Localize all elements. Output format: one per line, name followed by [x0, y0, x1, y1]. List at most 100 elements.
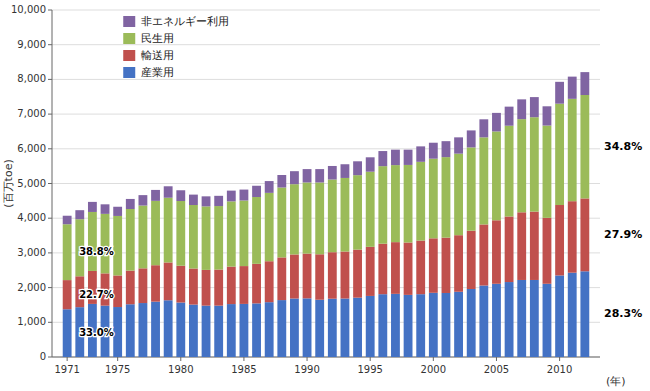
grid-line	[52, 10, 600, 11]
bar-segment	[429, 238, 438, 292]
bar-segment	[113, 275, 122, 307]
bar-segment	[328, 180, 337, 253]
bar-segment	[442, 238, 451, 293]
bar-segment	[265, 181, 274, 193]
legend-swatch	[123, 16, 135, 27]
bar-segment	[252, 186, 261, 197]
bar-segment	[492, 220, 501, 284]
bar-segment	[580, 271, 589, 357]
bar-segment	[580, 72, 589, 95]
bar-segment	[240, 190, 249, 201]
bar-segment	[290, 171, 299, 184]
legend-label: 産業用	[141, 66, 174, 79]
bar-segment	[530, 97, 539, 117]
bar-segment	[467, 289, 476, 357]
x-tick	[243, 357, 244, 361]
y-tick	[48, 44, 52, 45]
bar-segment	[391, 150, 400, 165]
bar-segment	[189, 269, 198, 305]
y-tick-label: 7,000	[17, 108, 46, 119]
bar-segment	[517, 99, 526, 119]
bars	[63, 72, 590, 357]
bar-segment	[164, 300, 173, 357]
bar-segment	[492, 131, 501, 220]
y-tick-label: 3,000	[17, 247, 46, 258]
bar-segment	[353, 250, 362, 298]
bar-segment	[138, 268, 147, 303]
annotation: 34.8%	[604, 140, 642, 153]
bar-segment	[341, 299, 350, 357]
bar-segment	[378, 244, 387, 294]
bar-segment	[505, 282, 514, 357]
bar-segment	[151, 265, 160, 301]
bar-segment	[404, 165, 413, 243]
bar-segment	[315, 300, 324, 357]
bar-segment	[341, 178, 350, 252]
bar-segment	[429, 143, 438, 159]
bar-segment	[492, 284, 501, 357]
bar-segment	[416, 146, 425, 161]
bar-segment	[290, 254, 299, 298]
grid-line	[52, 44, 600, 45]
y-tick-label: 2,000	[17, 282, 46, 293]
bar-segment	[467, 231, 476, 289]
bar-segment	[189, 205, 198, 269]
bar-segment	[252, 264, 261, 304]
y-tick-label: 10,000	[11, 4, 46, 15]
bar-segment	[378, 166, 387, 244]
x-tick	[180, 357, 181, 361]
bar-segment	[404, 150, 413, 165]
legend-swatch	[123, 67, 135, 78]
bar-segment	[442, 293, 451, 357]
bar-segment	[568, 99, 577, 201]
bar-segment	[479, 224, 488, 285]
y-tick-label: 5,000	[17, 178, 46, 189]
bar-segment	[126, 209, 135, 271]
bar-segment	[366, 296, 375, 357]
bar-segment	[366, 247, 375, 296]
bar-segment	[442, 157, 451, 238]
bar-segment	[202, 206, 211, 270]
x-tick	[67, 357, 68, 361]
bar-segment	[189, 305, 198, 357]
annotation: 38.8%	[79, 246, 114, 257]
axes: 01,0002,0003,0004,0005,0006,0007,0008,00…	[11, 4, 600, 375]
bar-segment	[404, 242, 413, 294]
x-tick	[496, 357, 497, 361]
bar-segment	[505, 126, 514, 217]
bar-segment	[479, 137, 488, 224]
bar-segment	[517, 280, 526, 357]
bar-segment	[353, 161, 362, 175]
x-tick	[307, 357, 308, 361]
bar-segment	[126, 199, 135, 209]
y-tick	[48, 252, 52, 253]
x-tick	[370, 357, 371, 361]
bar-segment	[138, 303, 147, 357]
bar-segment	[151, 201, 160, 265]
bar-segment	[303, 298, 312, 357]
bar-segment	[151, 190, 160, 201]
bar-segment	[277, 257, 286, 300]
bar-segment	[555, 275, 564, 357]
y-tick-label: 8,000	[17, 73, 46, 84]
bar-segment	[543, 284, 552, 357]
bar-segment	[265, 193, 274, 261]
bar-segment	[454, 292, 463, 357]
y-tick	[48, 218, 52, 219]
x-axis-label: (年)	[606, 375, 626, 388]
bar-segment	[341, 252, 350, 299]
bar-segment	[138, 206, 147, 269]
bar-segment	[454, 154, 463, 236]
y-tick	[48, 10, 52, 11]
y-tick	[48, 322, 52, 323]
y-tick-label: 9,000	[17, 39, 46, 50]
legend-label: 民生用	[141, 32, 174, 45]
bar-segment	[315, 254, 324, 299]
bar-segment	[277, 175, 286, 187]
annotation: 33.0%	[79, 327, 114, 338]
x-tick-label: 1990	[294, 364, 319, 375]
bar-segment	[189, 195, 198, 205]
bar-segment	[252, 197, 261, 264]
x-tick-label: 2000	[421, 364, 446, 375]
bar-segment	[479, 286, 488, 357]
